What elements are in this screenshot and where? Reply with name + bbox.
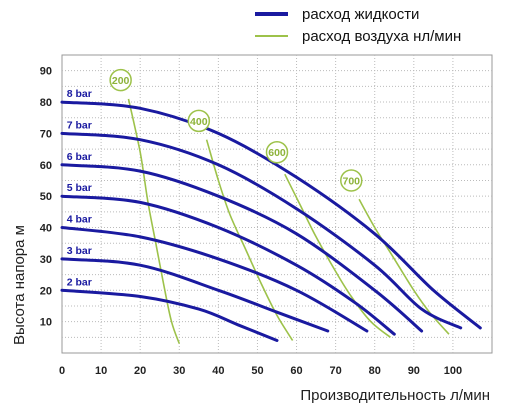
air-series-badge bbox=[187, 109, 211, 133]
y-tick-label: 90 bbox=[40, 66, 52, 78]
y-tick-label: 30 bbox=[40, 254, 52, 266]
air-series-badge bbox=[265, 140, 289, 164]
y-tick-label: 80 bbox=[40, 97, 52, 109]
liquid-series-line bbox=[60, 257, 330, 333]
liquid-series-line bbox=[60, 194, 396, 336]
liquid-series-line bbox=[60, 288, 279, 342]
air-series-badge bbox=[109, 68, 132, 92]
y-tick-label: 50 bbox=[40, 191, 52, 203]
y-tick-label: 60 bbox=[40, 160, 52, 172]
x-tick-label: 60 bbox=[290, 365, 302, 377]
x-tick-label: 0 bbox=[59, 365, 65, 377]
liquid-series-line bbox=[60, 226, 369, 333]
x-tick-label: 100 bbox=[444, 365, 462, 377]
air-series-badge bbox=[340, 169, 363, 192]
liquid-series-label: 5 bar bbox=[67, 182, 92, 194]
x-axis-title: Производительность л/мин bbox=[300, 387, 490, 404]
series-labels: 200 400 600 700 8 bar 7 bar 6 bar 5 bar 4 bar 3 b… bbox=[67, 68, 363, 288]
air-series-label: 600 bbox=[268, 147, 286, 159]
air-series-label: 400 bbox=[190, 116, 208, 128]
y-tick-labels: 10 20 30 40 50 60 70 80 90 bbox=[40, 66, 52, 329]
x-tick-label: 10 bbox=[95, 365, 107, 377]
legend: расход жидкости расход воздуха нл/мин bbox=[255, 6, 461, 45]
x-tick-labels: 0 10 20 30 40 50 60 70 80 90 100 bbox=[59, 365, 462, 377]
y-tick-label: 40 bbox=[40, 223, 52, 235]
x-tick-label: 20 bbox=[134, 365, 146, 377]
x-tick-label: 90 bbox=[408, 365, 420, 377]
liquid-series-line bbox=[60, 163, 424, 333]
liquid-series-line bbox=[60, 100, 482, 330]
liquid-flow-lines bbox=[60, 100, 482, 342]
y-axis-title: Высота напора м bbox=[11, 225, 28, 345]
y-tick-label: 70 bbox=[40, 128, 52, 140]
x-tick-label: 80 bbox=[369, 365, 381, 377]
x-tick-label: 40 bbox=[212, 365, 224, 377]
liquid-series-label: 8 bar bbox=[67, 88, 92, 100]
y-tick-label: 10 bbox=[40, 317, 52, 329]
x-tick-label: 50 bbox=[251, 365, 263, 377]
plot-area bbox=[61, 54, 493, 354]
liquid-series-label: 4 bar bbox=[67, 214, 92, 226]
y-tick-label: 20 bbox=[40, 285, 52, 297]
air-series-label: 200 bbox=[112, 75, 130, 87]
liquid-series-label: 7 bar bbox=[67, 119, 92, 131]
air-flow-lines bbox=[127, 98, 450, 344]
legend-air-label: расход воздуха нл/мин bbox=[302, 28, 461, 45]
liquid-series-label: 3 bar bbox=[67, 245, 92, 257]
x-tick-label: 30 bbox=[173, 365, 185, 377]
liquid-series-line bbox=[60, 131, 463, 330]
legend-liquid-label: расход жидкости bbox=[302, 6, 419, 23]
air-series-label: 700 bbox=[343, 175, 361, 187]
x-tick-label: 70 bbox=[330, 365, 342, 377]
air-series-line bbox=[205, 139, 294, 341]
air-series-line bbox=[127, 98, 181, 344]
air-series-line bbox=[284, 173, 391, 338]
liquid-series-label: 6 bar bbox=[67, 151, 92, 163]
liquid-series-label: 2 bar bbox=[67, 276, 92, 288]
